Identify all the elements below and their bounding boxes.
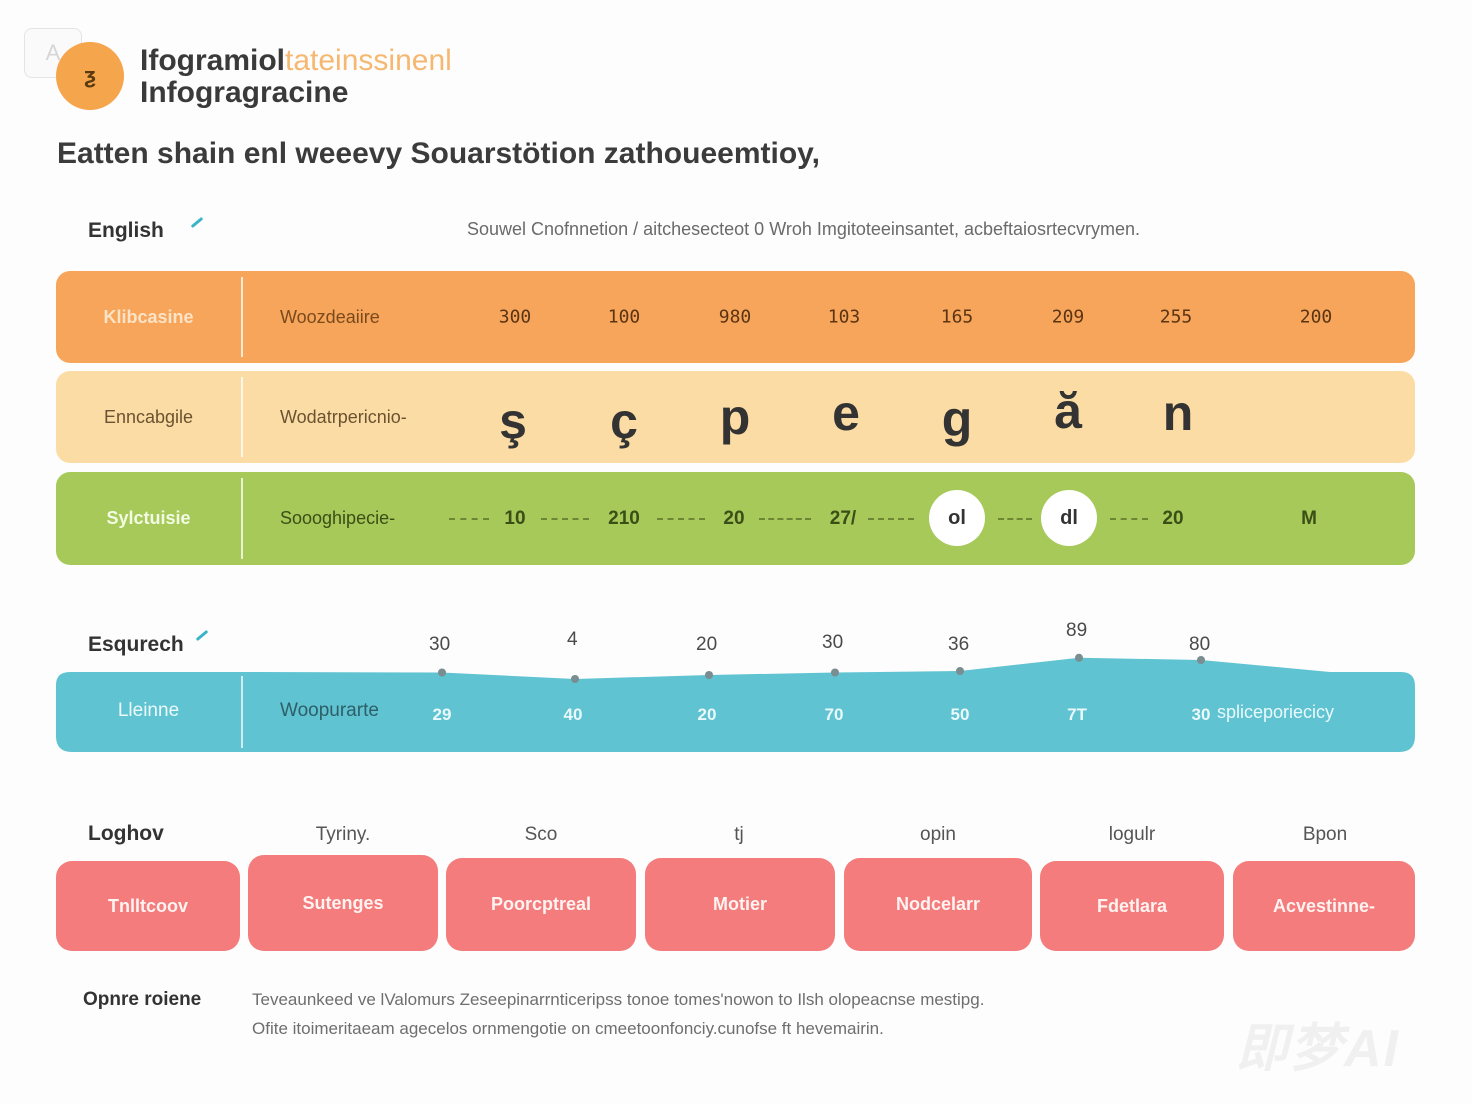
top-value: 20 — [696, 634, 718, 655]
band-divider — [241, 377, 243, 457]
band-title: Lleinne — [117, 700, 180, 721]
band-divider — [241, 478, 243, 559]
band-row-1: Klibcasine Woozdeaiire 300 100 980 103 1… — [56, 271, 1415, 363]
wave-point — [831, 668, 839, 677]
band-value: 40 — [563, 705, 583, 724]
band-value: M — [1301, 508, 1317, 529]
page-title-line2: Infogragracine — [140, 76, 349, 109]
band-subtitle: Woopurarte — [280, 700, 379, 721]
band-glyph: ç — [610, 393, 638, 449]
column-label: Bpon — [1302, 824, 1348, 845]
category-button[interactable]: Sutenges — [248, 855, 438, 951]
connector-line — [657, 518, 705, 520]
top-value: 36 — [948, 634, 970, 655]
band-title: Enncabgile — [103, 406, 194, 427]
band-subtitle: Wodatrpericnio- — [280, 406, 407, 427]
band-value: 200 — [1299, 306, 1333, 328]
watermark-logo: 即梦AI — [1236, 1020, 1401, 1078]
footer-text-line2: Ofite itoimeritaeam agecelos ornmengotie… — [252, 1019, 884, 1038]
band-note: spliceporiecicy — [1217, 702, 1335, 722]
connector-line — [759, 518, 811, 520]
column-label: tj — [734, 824, 744, 845]
wave-points — [438, 653, 1205, 683]
band-value: 20 — [697, 705, 717, 724]
category-button[interactable]: Poorcptreal — [446, 858, 636, 951]
page-title-line1: Ifogramioltateinssinenl — [140, 44, 452, 78]
band-value: 30 — [1191, 705, 1211, 724]
title-main: Ifogramiol — [140, 44, 286, 77]
band-value: 300 — [498, 306, 532, 328]
category-button[interactable]: Motier — [645, 858, 835, 951]
connector-line — [1110, 518, 1148, 520]
band-value: 29 — [432, 705, 452, 724]
wave-point — [571, 675, 579, 683]
band-subtitle: Soooghipecie- — [280, 508, 396, 528]
column-label: Sco — [524, 824, 558, 845]
band-value: 20 — [1162, 508, 1184, 529]
band-title: Klibcasine — [103, 306, 194, 327]
band-row-2: Enncabgile Wodatrpericnio- ş ç p e g ă n — [56, 371, 1415, 463]
band-title: Sylctuisie — [106, 508, 191, 528]
step-node[interactable]: ol — [929, 490, 985, 546]
connector-line — [449, 518, 489, 520]
band-value: 210 — [608, 508, 640, 529]
wave-point — [705, 671, 713, 679]
band-value: 50 — [950, 705, 970, 724]
band-value: 165 — [940, 306, 974, 328]
top-value: 30 — [429, 634, 451, 655]
wave-point — [1075, 653, 1083, 662]
band-glyph: e — [832, 385, 860, 441]
title-accent: tateinssinenl — [285, 44, 452, 77]
wave-point — [438, 668, 446, 677]
column-label: Tyriny. — [315, 824, 371, 845]
wave-band-shape — [56, 657, 1415, 752]
top-value: 80 — [1189, 634, 1211, 655]
connector-line — [868, 518, 914, 520]
category-button[interactable]: Nodcelarr — [844, 858, 1032, 951]
wave-point — [1197, 656, 1205, 664]
logo-badge-icon: ƺ — [56, 42, 124, 110]
band-glyph: ă — [1054, 383, 1082, 439]
section-label-esqurech: Esqurech — [88, 633, 184, 656]
footer-text-line1: Teveaunkeed ve lValomurs Zeseepinarrntic… — [252, 990, 985, 1009]
band-divider — [241, 676, 243, 748]
column-label: opin — [920, 824, 956, 845]
band-value: 10 — [504, 508, 526, 529]
section-label-english: English — [88, 219, 164, 242]
category-button[interactable]: Tnlltcoov — [56, 861, 240, 951]
band-row-3: Sylctuisie Soooghipecie- 10 210 20 27/ o… — [56, 472, 1415, 565]
band-subtitle: Woozdeaiire — [280, 306, 380, 327]
band-value: 20 — [723, 508, 745, 529]
pencil-icon[interactable] — [190, 216, 204, 229]
band-value: 255 — [1159, 306, 1193, 328]
band-value: 209 — [1051, 306, 1085, 328]
column-label: logulr — [1108, 824, 1156, 845]
top-value: 4 — [567, 629, 578, 650]
band-value: 980 — [718, 306, 752, 328]
step-node[interactable]: dl — [1041, 490, 1097, 546]
band-divider — [241, 277, 243, 357]
connector-line — [998, 518, 1032, 520]
top-value: 30 — [822, 632, 844, 653]
band-glyph: n — [1162, 385, 1194, 441]
band-glyph: g — [941, 391, 973, 447]
band-value: 103 — [827, 306, 861, 328]
band-glyph: p — [719, 389, 751, 445]
band-value: 7T — [1067, 705, 1087, 724]
section-description: Souwel Cnofnnetion / aitchesecteot 0 Wro… — [467, 219, 1141, 239]
section-label-loghov: Loghov — [88, 822, 164, 845]
wave-point — [956, 667, 964, 675]
footer-label: Opnre roiene — [83, 989, 202, 1010]
top-value: 89 — [1066, 620, 1088, 641]
category-button[interactable]: Acvestinne- — [1233, 861, 1415, 951]
headline: Eatten shain enl weeevy Souarstötion zat… — [57, 137, 820, 170]
band-value: 27/ — [829, 508, 857, 529]
category-button[interactable]: Fdetlara — [1040, 861, 1224, 951]
band-value: 100 — [607, 306, 641, 328]
connector-line — [541, 518, 589, 520]
wave-band-chart — [56, 653, 1415, 752]
band-glyph: ş — [499, 393, 527, 449]
band-value: 70 — [824, 705, 844, 724]
